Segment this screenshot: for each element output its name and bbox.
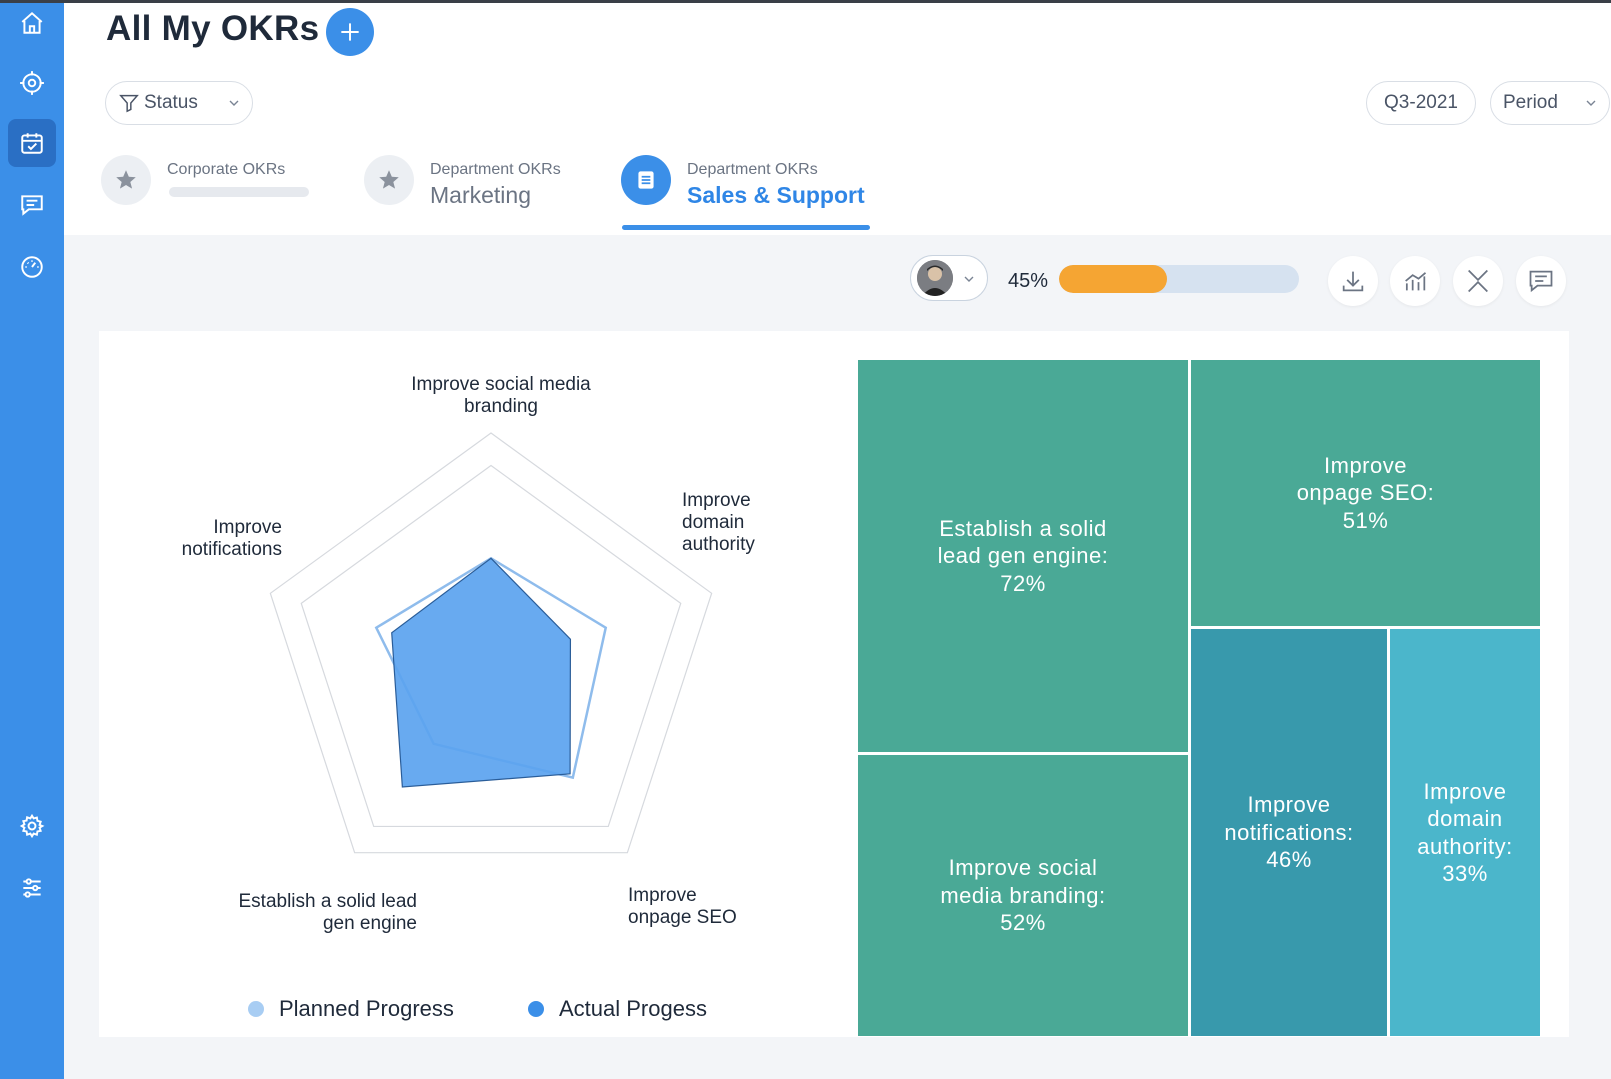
dashboard-gauge-icon[interactable] <box>12 247 52 287</box>
home-icon[interactable] <box>12 3 52 43</box>
target-icon[interactable] <box>12 63 52 103</box>
star-icon <box>101 155 151 205</box>
page-title: All My OKRs <box>106 9 320 48</box>
treemap-tile-label: Improve notifications: 46% <box>1224 792 1354 873</box>
treemap-tile-label: Establish a solid lead gen engine: 72% <box>937 515 1109 596</box>
comments-button[interactable] <box>1516 256 1566 306</box>
tab-department-sales-support[interactable]: Department OKRs Sales & Support <box>621 151 881 231</box>
legend-actual: Actual Progess <box>528 996 707 1022</box>
tab-department-marketing[interactable]: Department OKRs Marketing <box>364 151 604 231</box>
add-okr-button[interactable] <box>326 8 374 56</box>
tab-sales-label: Sales & Support <box>687 182 865 208</box>
treemap-tile[interactable]: Improve onpage SEO: 51% <box>1191 360 1540 626</box>
chat-icon[interactable] <box>12 185 52 225</box>
tab-corporate-sub: Corporate OKRs <box>167 161 286 178</box>
treemap-tile[interactable]: Improve notifications: 46% <box>1191 629 1387 1036</box>
avatar <box>917 260 953 296</box>
plus-icon <box>341 23 359 41</box>
settings-gear-icon[interactable] <box>12 806 52 846</box>
chevron-down-icon <box>1586 100 1596 106</box>
treemap-tile[interactable]: Establish a solid lead gen engine: 72% <box>858 360 1188 752</box>
radar-grid-ring <box>300 464 682 828</box>
status-filter-label: Status <box>144 92 198 113</box>
collapse-button[interactable] <box>1453 256 1503 306</box>
legend-planned-dot <box>248 1001 264 1017</box>
download-icon <box>1342 271 1364 292</box>
treemap-tile-label: Improve domain authority: 33% <box>1417 778 1513 887</box>
tab-marketing-label: Marketing <box>430 182 531 208</box>
overall-progress-bar <box>1059 265 1299 293</box>
user-selector-dropdown[interactable] <box>910 255 988 301</box>
tab-corporate-okrs[interactable]: Corporate OKRs <box>101 151 341 231</box>
period-label: Period <box>1503 92 1558 113</box>
quarter-label: Q3-2021 <box>1384 92 1458 113</box>
tab-sales-sub: Department OKRs <box>687 161 818 178</box>
radar-axis-label: Improve domain authority <box>682 490 755 555</box>
legend-actual-dot <box>528 1001 544 1017</box>
quarter-selector[interactable]: Q3-2021 <box>1366 81 1476 125</box>
radar-axis-label: Improve social media branding <box>411 374 591 417</box>
star-icon <box>364 155 414 205</box>
status-filter-dropdown[interactable]: Status <box>105 81 253 125</box>
active-tab-indicator <box>622 225 870 230</box>
collapse-arrows-icon <box>1468 269 1488 293</box>
treemap-chart: Establish a solid lead gen engine: 72% Impr… <box>858 360 1540 1036</box>
overall-progress-fill <box>1059 265 1167 293</box>
radar-grid <box>269 432 713 854</box>
page-header: All My OKRs Status Q3-2021 Period Corpor… <box>64 3 1611 235</box>
radar-grid-ring <box>269 432 713 854</box>
calendar-check-icon[interactable] <box>8 119 56 167</box>
window-top-border <box>0 0 1611 3</box>
chevron-down-icon <box>229 100 239 106</box>
radar-series-actual <box>391 557 572 788</box>
document-icon <box>621 155 671 205</box>
chart-icon <box>1405 272 1427 291</box>
radar-axis-labels: Improve social media branding Improve domai… <box>182 374 756 934</box>
overall-progress-percent: 45% <box>1008 270 1049 292</box>
period-dropdown[interactable]: Period <box>1490 81 1610 125</box>
chevron-down-icon <box>964 276 974 282</box>
filter-funnel-icon <box>119 94 139 113</box>
radar-axis-label: Improve onpage SEO <box>628 885 737 928</box>
sidebar <box>0 3 64 1079</box>
sliders-icon[interactable] <box>12 868 52 908</box>
radar-axis-label: Improve notifications <box>182 517 282 560</box>
legend-planned: Planned Progress <box>248 996 454 1022</box>
tab-marketing-sub: Department OKRs <box>430 161 561 178</box>
legend-actual-label: Actual Progess <box>559 996 707 1021</box>
treemap-tile-label: Improve onpage SEO: 51% <box>1296 452 1435 533</box>
legend-planned-label: Planned Progress <box>279 996 454 1021</box>
radar-chart: Improve social media branding Improve domai… <box>182 374 756 934</box>
treemap-tile[interactable]: Improve social media branding: 52% <box>858 755 1188 1036</box>
treemap-tile-label: Improve social media branding: 52% <box>940 855 1106 936</box>
tab-loading-placeholder <box>169 187 309 197</box>
radar-axis-label: Establish a solid lead gen engine <box>239 891 418 934</box>
download-button[interactable] <box>1328 256 1378 306</box>
analytics-button[interactable] <box>1390 256 1440 306</box>
comment-icon <box>1529 270 1553 293</box>
treemap-tile[interactable]: Improve domain authority: 33% <box>1390 629 1540 1036</box>
